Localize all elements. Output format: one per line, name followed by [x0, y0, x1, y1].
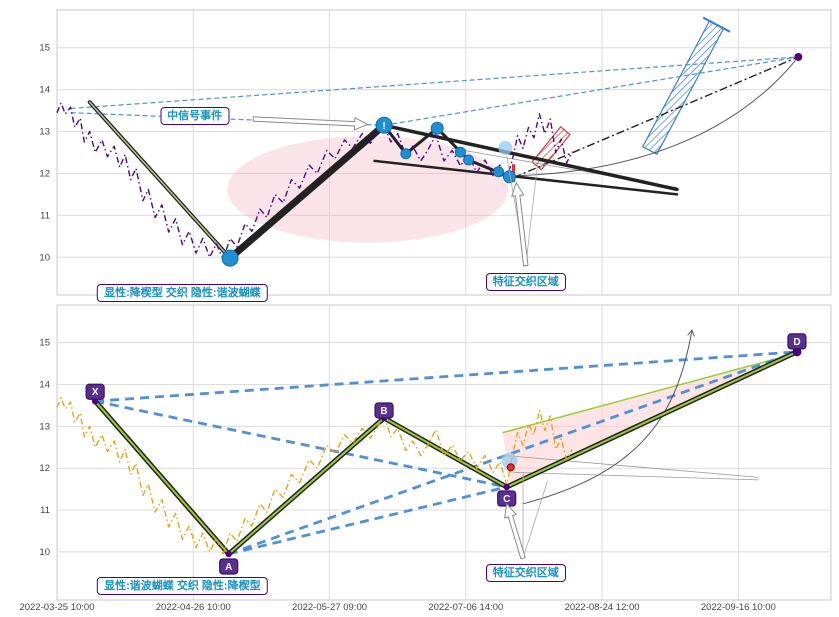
- pivot-dot: [493, 166, 505, 178]
- y-tick-label: 12: [39, 168, 50, 179]
- annotation-arrow: [504, 502, 526, 560]
- pivot-dot: [463, 154, 475, 166]
- pivot-dot: [454, 146, 466, 158]
- harmonic-label-B: B: [380, 406, 387, 417]
- trend-dashed-line: [228, 485, 508, 556]
- annotation-arrow: [511, 181, 529, 267]
- hatched-channel: [641, 20, 725, 156]
- x-tick-label: 2022-08-24 12:00: [565, 602, 640, 613]
- pivot-dot: [221, 249, 239, 267]
- trend-dashed-line: [383, 56, 799, 126]
- y-tick-label: 15: [39, 43, 50, 54]
- highlight-ellipse: [227, 136, 509, 243]
- x-tick-label: 2022-03-25 10:00: [19, 602, 94, 613]
- triangle-edge: [502, 352, 798, 434]
- pivot-dot: [430, 121, 444, 135]
- label-ray: [522, 480, 548, 559]
- pivot-dot: [400, 148, 412, 160]
- y-tick-label: 10: [39, 252, 50, 263]
- y-tick-label: 13: [39, 127, 50, 138]
- harmonic-label-box-D: [787, 333, 807, 350]
- x-tick-label: 2022-07-06 14:00: [428, 602, 503, 613]
- projection-dashdot-line: [513, 56, 799, 179]
- trend-dashed-line: [94, 399, 507, 489]
- trajectory-curve: [522, 330, 692, 505]
- top-panel: 10 11 12 13 14 15!: [39, 9, 832, 296]
- signal-dot: [375, 116, 393, 134]
- pattern-core: [88, 101, 231, 259]
- guide-line: [506, 455, 759, 478]
- label-ray: [525, 159, 539, 266]
- harmonic-label-box-A: [219, 558, 239, 575]
- pattern-line: [382, 123, 679, 192]
- trend-dashed-line: [70, 56, 799, 110]
- harmonic-label-box-X: [85, 383, 105, 400]
- x-tick-label: 2022-09-16 10:00: [701, 602, 776, 613]
- event-red-dot: [506, 463, 515, 472]
- trend-dashed-line: [228, 350, 798, 556]
- harmonic-label-box-B: [374, 402, 394, 419]
- channel-cap: [702, 16, 731, 33]
- guide-line: [513, 471, 759, 481]
- feature-bubble: [498, 140, 513, 155]
- x-tick-label: 2022-05-27 09:00: [292, 602, 367, 613]
- pattern-line: [226, 121, 388, 262]
- annotation-arrow: [252, 116, 369, 131]
- harmonic-label-A: A: [225, 562, 232, 573]
- harmonic-point: [793, 348, 801, 356]
- harmonic-label-D: D: [793, 337, 800, 348]
- harmonic-label-X: X: [92, 387, 99, 398]
- signal-exclaim: !: [382, 121, 385, 132]
- trend-dashed-line: [95, 350, 798, 403]
- harmonic-label-C: C: [503, 494, 510, 505]
- y-tick-label: 15: [39, 338, 50, 349]
- y-tick-label: 13: [39, 421, 50, 432]
- panel-border: [56, 304, 832, 601]
- pattern-line: [373, 159, 679, 196]
- panel-border: [56, 9, 832, 296]
- x-tick-label: 2022-04-26 10:00: [156, 602, 231, 613]
- y-tick-label: 11: [40, 505, 50, 516]
- price-series-bottom: [56, 397, 573, 555]
- y-tick-label: 11: [40, 210, 50, 221]
- y-tick-label: 12: [39, 463, 50, 474]
- trajectory-curve: [520, 59, 796, 177]
- projection-end-dot: [794, 52, 803, 61]
- y-tick-label: 14: [39, 380, 50, 391]
- harmonic-point: [225, 550, 232, 558]
- bottom-panel: 10 11 12 13 14 15 X A B C D: [39, 304, 832, 601]
- harmonic-point: [503, 483, 510, 491]
- y-tick-label: 10: [39, 547, 50, 558]
- y-tick-label: 14: [39, 85, 50, 96]
